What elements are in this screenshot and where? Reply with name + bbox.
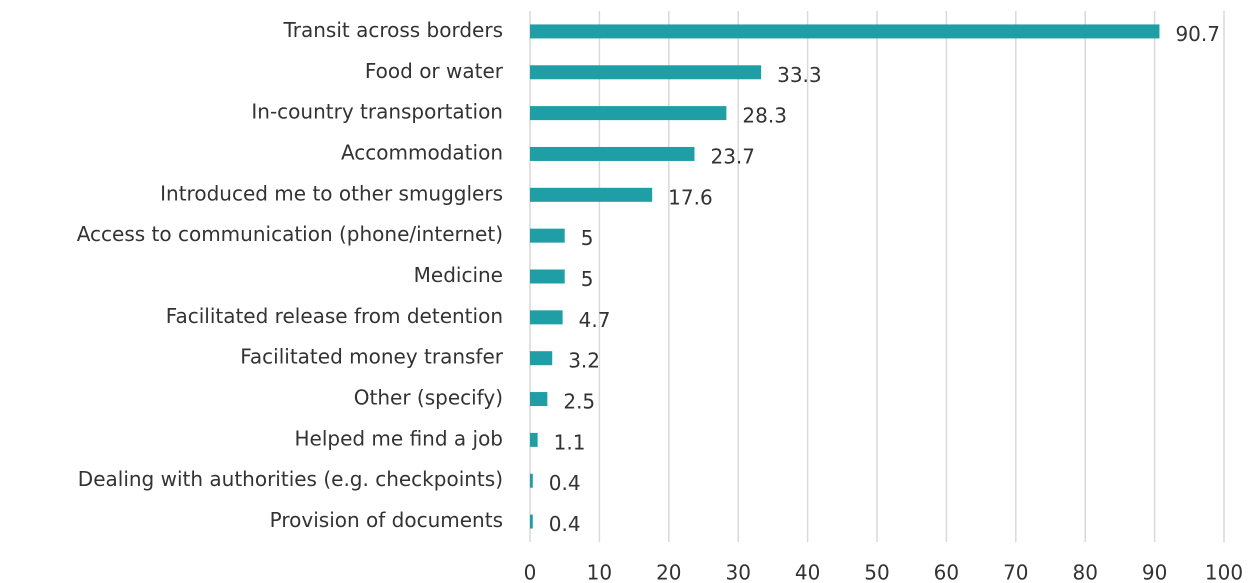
value-label: 2.5	[563, 390, 595, 414]
value-label: 1.1	[554, 430, 586, 454]
bar	[530, 106, 727, 121]
y-tick-label: Facilitated money transfer	[240, 345, 504, 369]
bar	[530, 65, 762, 80]
value-label: 90.7	[1175, 22, 1220, 46]
value-label: 3.2	[568, 349, 600, 373]
bar	[530, 269, 565, 284]
bar	[530, 146, 695, 161]
y-tick-label: Medicine	[414, 263, 503, 287]
value-label: 5	[581, 267, 594, 291]
value-label: 23.7	[710, 144, 755, 168]
value-label: 4.7	[579, 308, 611, 332]
y-tick-label: Facilitated release from detention	[166, 304, 503, 328]
bar	[530, 473, 533, 488]
x-tick-label: 20	[656, 561, 681, 583]
value-label: 17.6	[668, 185, 713, 209]
value-label: 5	[581, 226, 594, 250]
value-label: 0.4	[549, 512, 581, 536]
y-tick-label: Transit across borders	[282, 18, 503, 42]
x-tick-label: 50	[864, 561, 889, 583]
x-tick-label: 80	[1072, 561, 1097, 583]
bar	[530, 187, 653, 202]
value-label: 28.3	[742, 104, 787, 128]
bar	[530, 351, 553, 366]
y-tick-label: Access to communication (phone/internet)	[77, 222, 503, 246]
x-tick-label: 40	[795, 561, 820, 583]
y-tick-label: Food or water	[365, 59, 504, 83]
y-tick-label: Provision of documents	[270, 508, 503, 532]
y-tick-label: Accommodation	[341, 140, 503, 164]
x-tick-label: 60	[934, 561, 959, 583]
value-label: 0.4	[549, 471, 581, 495]
bar	[530, 432, 538, 447]
x-tick-label: 90	[1142, 561, 1167, 583]
x-tick-label: 70	[1003, 561, 1028, 583]
bar	[530, 392, 548, 407]
y-tick-label: In-country transportation	[251, 100, 503, 124]
bar	[530, 310, 563, 325]
y-tick-label: Dealing with authorities (e.g. checkpoin…	[78, 467, 503, 491]
bar	[530, 228, 565, 243]
x-tick-label: 0	[524, 561, 537, 583]
y-tick-label: Introduced me to other smugglers	[160, 181, 503, 205]
y-tick-label: Other (specify)	[354, 386, 503, 410]
x-tick-label: 100	[1205, 561, 1243, 583]
bar	[530, 514, 533, 529]
x-tick-label: 10	[587, 561, 612, 583]
x-tick-label: 30	[725, 561, 750, 583]
bar	[530, 24, 1160, 39]
value-label: 33.3	[777, 63, 822, 87]
y-tick-label: Helped me find a job	[294, 426, 503, 450]
